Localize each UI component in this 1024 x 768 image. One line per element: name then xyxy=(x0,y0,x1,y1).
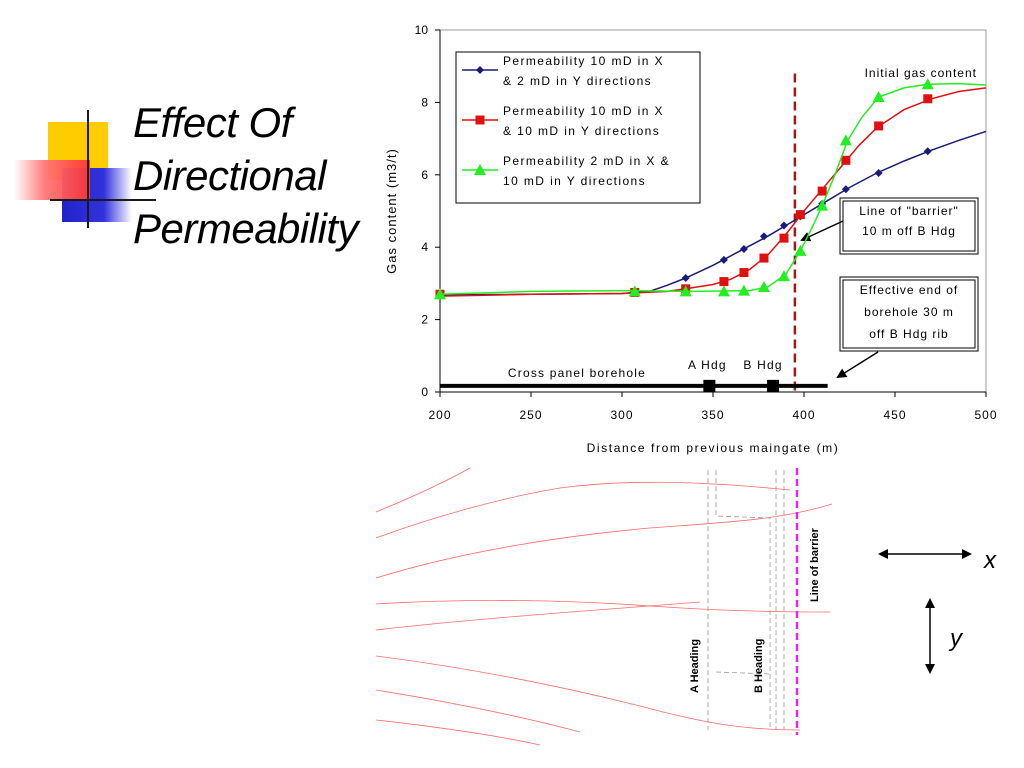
initial-gas-content-label: Initial gas content xyxy=(865,66,977,80)
series-2-point xyxy=(795,210,805,220)
legend-entry-text: Permeability 10 mD in X xyxy=(503,54,664,68)
barrier-callout-text: 10 m off B Hdg xyxy=(862,224,956,238)
effective-end-callout-text: off B Hdg rib xyxy=(869,327,948,341)
effective-end-callout-box xyxy=(839,276,979,352)
series-3-point xyxy=(921,78,934,90)
x-direction-label: x xyxy=(983,547,997,574)
series-1-point xyxy=(779,221,788,230)
series-1-point xyxy=(759,232,768,241)
series-2-point xyxy=(817,186,827,196)
series-1-point xyxy=(841,185,850,194)
series-3-point xyxy=(816,199,829,211)
legend-entry-text: & 10 mD in Y directions xyxy=(503,124,660,138)
legend-entry-text: & 2 mD in Y directions xyxy=(503,74,652,88)
legend: Permeability 10 mD in X & 2 mD in Y direc… xyxy=(455,51,701,204)
series-3-point xyxy=(839,134,852,146)
series-group xyxy=(434,78,987,300)
y-tick-label: 8 xyxy=(421,95,428,109)
x-tick-label: 200 xyxy=(428,408,451,422)
barrier-callout-box xyxy=(839,197,979,255)
a-heading-label: A Heading xyxy=(689,639,701,693)
series-1-point xyxy=(719,255,728,264)
b-hdg-label: B Hdg xyxy=(743,358,782,372)
gas-content-chart: 0 2 4 6 8 10 200 250 300 350 400 450 500 Gas content… xyxy=(384,23,997,455)
y-tick-label: 4 xyxy=(421,240,428,254)
series-3-point xyxy=(679,285,692,297)
series-3-point xyxy=(794,244,807,256)
cross-panel-borehole-label: Cross panel borehole xyxy=(508,366,646,380)
series-3-point xyxy=(717,285,730,297)
x-tick-label: 250 xyxy=(519,408,542,422)
x-tick-label: 500 xyxy=(974,408,997,422)
series-3-point xyxy=(434,288,446,300)
series-2-point xyxy=(739,268,749,278)
y-tick-label: 6 xyxy=(421,168,428,182)
series-1-point xyxy=(739,245,748,254)
heading-outlines xyxy=(707,470,785,730)
x-tick-label: 400 xyxy=(792,408,815,422)
tick-labels: 0 2 4 6 8 10 200 250 300 350 400 450 500 xyxy=(415,23,997,422)
series-3-point xyxy=(628,285,641,297)
series-2-point xyxy=(719,277,729,287)
series-2-point xyxy=(841,155,851,165)
x-tick-label: 350 xyxy=(701,408,724,422)
axes xyxy=(435,29,987,397)
y-axis-label: Gas content (m3/t) xyxy=(384,148,399,274)
deco-red-square xyxy=(14,160,90,200)
series-2-point xyxy=(874,121,884,131)
legend-entry-text: Permeability 10 mD in X xyxy=(503,104,664,118)
x-direction-arrow xyxy=(878,549,972,559)
a-hdg-label: A Hdg xyxy=(688,358,727,372)
y-direction-label: y xyxy=(948,625,964,652)
series-1-point xyxy=(681,273,690,282)
legend-swatch-marker xyxy=(475,115,485,125)
b-hdg-marker xyxy=(767,379,780,392)
y-tick-label: 2 xyxy=(421,313,428,327)
series-3-point xyxy=(777,270,790,282)
title-line-2: Directional xyxy=(133,152,326,199)
effective-end-callout-text: Effective end of xyxy=(860,283,959,297)
effective-end-arrow xyxy=(836,351,879,379)
roadway-diagram: A Heading B Heading Line of barrier x y xyxy=(375,467,997,746)
effective-end-callout-text: borehole 30 m xyxy=(864,305,954,319)
series-3-point xyxy=(757,281,770,293)
legend-swatch-marker xyxy=(476,66,484,74)
title-line-1: Effect Of xyxy=(133,99,292,146)
title-line-3: Permeability xyxy=(133,205,359,252)
series-2-point xyxy=(923,94,933,104)
y-direction-arrow xyxy=(925,598,935,674)
deco-horizontal-line xyxy=(50,199,156,201)
series-1-point xyxy=(923,147,932,156)
line-of-barrier-label: Line of barrier xyxy=(809,527,821,602)
series-3-point xyxy=(872,90,885,102)
borehole-lines xyxy=(375,467,833,746)
slide-title: Effect Of Directional Permeability xyxy=(133,96,359,255)
barrier-callout-arrow xyxy=(800,220,844,242)
x-tick-label: 300 xyxy=(610,408,633,422)
y-tick-label: 0 xyxy=(421,385,428,399)
a-hdg-marker xyxy=(703,379,716,392)
series-2-point xyxy=(779,233,789,243)
legend-swatch-marker xyxy=(474,164,486,175)
legend-entry-text: 10 mD in Y directions xyxy=(503,174,646,188)
y-tick-label: 10 xyxy=(415,23,429,37)
annotations: Cross panel borehole A Hdg B Hdg Initial ga… xyxy=(440,66,979,392)
series-3 xyxy=(434,78,987,300)
series-1-point xyxy=(874,168,883,177)
x-axis-label: Distance from previous maingate (m) xyxy=(587,441,840,455)
legend-box xyxy=(455,51,701,204)
effective-end-callout-inner-border xyxy=(842,279,976,349)
deco-vertical-line xyxy=(87,110,89,228)
x-tick-label: 450 xyxy=(883,408,906,422)
b-heading-label: B Heading xyxy=(753,639,765,693)
barrier-callout-inner-border xyxy=(842,200,976,252)
series-3-point xyxy=(737,284,750,296)
legend-entry-text: Permeability 2 mD in X & xyxy=(503,154,670,168)
series-2-point xyxy=(759,253,769,263)
barrier-callout-text: Line of "barrier" xyxy=(859,204,959,218)
